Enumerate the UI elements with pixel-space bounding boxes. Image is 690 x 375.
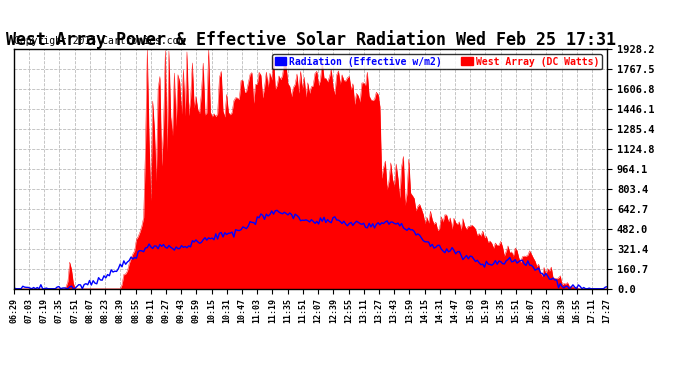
Legend: Radiation (Effective w/m2), West Array (DC Watts): Radiation (Effective w/m2), West Array (…: [272, 54, 602, 69]
Text: Copyright 2015 Cartronics.com: Copyright 2015 Cartronics.com: [14, 36, 184, 46]
Title: West Array Power & Effective Solar Radiation Wed Feb 25 17:31: West Array Power & Effective Solar Radia…: [6, 30, 615, 49]
